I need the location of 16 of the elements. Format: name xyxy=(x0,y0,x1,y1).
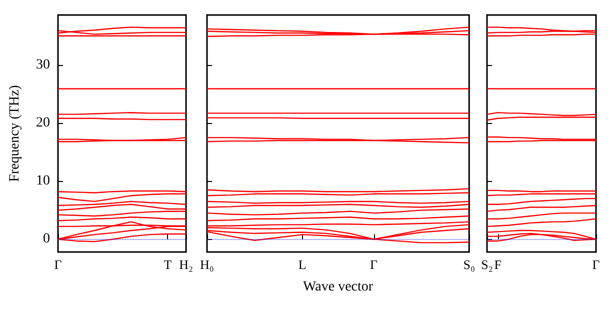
x-tick-label: F xyxy=(494,257,502,272)
x-tick-label: Γ xyxy=(592,257,600,272)
y-axis-title: Frequency (THz) xyxy=(8,84,22,182)
x-tick-label: T xyxy=(164,257,172,272)
x-tick-label: L xyxy=(298,257,306,272)
x-tick-label: H₀ xyxy=(200,257,214,272)
y-tick-label: 10 xyxy=(36,174,50,189)
x-axis-title: Wave vector xyxy=(303,280,374,294)
x-tick-label: S₂ xyxy=(481,257,493,272)
y-tick-label: 0 xyxy=(43,232,50,247)
x-tick-label: Γ xyxy=(370,257,378,272)
x-tick-label: Γ xyxy=(54,257,62,272)
x-tick-label: H₂ xyxy=(179,257,193,272)
y-tick-label: 30 xyxy=(36,57,50,72)
y-tick-label: 20 xyxy=(36,116,50,131)
x-tick-label: S₀ xyxy=(463,257,475,272)
